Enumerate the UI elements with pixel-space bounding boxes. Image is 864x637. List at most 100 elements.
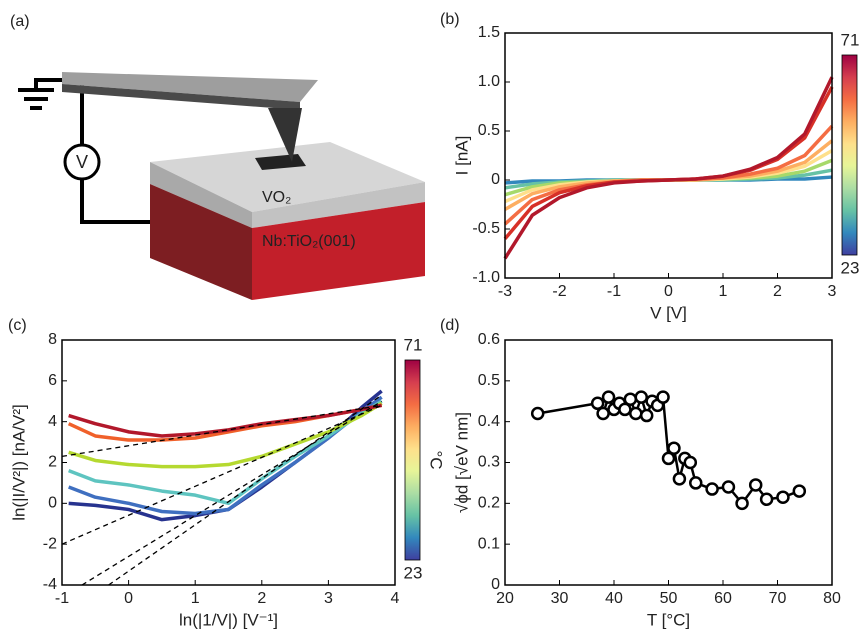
- film-front: [252, 182, 425, 228]
- ground-symbol: [18, 88, 54, 110]
- x-tick-label: -2: [552, 283, 566, 300]
- y-tick-label: -4: [43, 576, 57, 593]
- film-top: [150, 142, 425, 212]
- panel-label: (d): [440, 317, 460, 334]
- marker: [705, 482, 719, 496]
- x-tick-label: 70: [769, 590, 787, 607]
- marker: [661, 451, 676, 466]
- marker: [618, 402, 632, 417]
- marker: [629, 406, 643, 421]
- marker: [590, 396, 605, 411]
- plot-frame: [504, 339, 833, 586]
- y-tick-label: -2: [43, 535, 57, 552]
- ground-wire: [34, 78, 62, 90]
- y-tick-label: 0: [48, 495, 57, 512]
- panel-label: (a): [10, 13, 30, 30]
- x-tick-label: 4: [391, 590, 400, 607]
- marker: [735, 496, 749, 511]
- panel-a-diagram: (a) V VO₂ Nb:TiO₂(001): [10, 13, 425, 300]
- data-line: [503, 86, 834, 240]
- x-tick-label: 2: [773, 283, 782, 300]
- substrate-front: [252, 202, 425, 300]
- marker: [639, 408, 654, 423]
- panel-label: (c): [8, 317, 27, 334]
- x-tick-label: 20: [496, 590, 514, 607]
- x-tick-label: 2: [257, 590, 266, 607]
- plot-frame: [504, 32, 833, 279]
- data-line: [503, 76, 834, 260]
- x-tick-label: 3: [828, 283, 837, 300]
- x-tick-label: 30: [551, 590, 569, 607]
- cantilever: [62, 72, 318, 102]
- y-axis-label: I [nA]: [452, 136, 471, 176]
- colorbar-tick-label: 71: [841, 30, 860, 49]
- substrate-side: [150, 184, 252, 300]
- y-tick-label: 4: [48, 413, 57, 430]
- marker: [689, 476, 703, 490]
- colorbar: [841, 54, 858, 256]
- y-tick-label: 0.2: [478, 495, 500, 512]
- film-side: [150, 162, 252, 228]
- y-axis-label: ln(|I/V²|) [nA/V²]: [9, 404, 28, 521]
- marker: [656, 390, 670, 404]
- x-tick-label: -1: [55, 590, 69, 607]
- colorbar-tick-label: 23: [404, 563, 423, 582]
- fit-line: [81, 400, 383, 586]
- meter-label: V: [76, 152, 88, 172]
- y-tick-label: 2: [48, 454, 57, 471]
- colorbar-tick-label: 71: [404, 335, 423, 354]
- y-tick-label: 0: [491, 576, 500, 593]
- y-tick-label: 1.5: [478, 24, 500, 41]
- marker: [672, 472, 687, 486]
- x-tick-label: 0: [664, 283, 673, 300]
- x-tick-label: 3: [324, 590, 333, 607]
- contact-spot: [255, 154, 306, 170]
- panel-label: (b): [440, 11, 460, 28]
- x-tick-label: 1: [719, 283, 728, 300]
- wire: [80, 179, 178, 224]
- marker: [776, 490, 790, 504]
- x-tick-label: 80: [823, 590, 841, 607]
- y-axis-label: √ϕd [√eV nm]: [452, 412, 471, 513]
- x-axis-label: T [°C]: [647, 610, 690, 629]
- cantilever-edge: [62, 84, 300, 110]
- film-label: VO₂: [262, 189, 291, 206]
- y-tick-label: 0: [491, 171, 500, 188]
- colorbar: [404, 359, 421, 561]
- voltmeter: [63, 143, 101, 181]
- y-tick-label: 0.5: [478, 372, 500, 389]
- x-tick-label: 50: [660, 590, 678, 607]
- marker: [596, 406, 610, 421]
- x-tick-label: 60: [714, 590, 732, 607]
- colorbar-label: °C: [427, 450, 446, 469]
- marker: [759, 492, 774, 506]
- data-line: [68, 403, 383, 438]
- fit-line: [61, 404, 382, 545]
- marker: [634, 390, 648, 404]
- tip: [268, 108, 302, 162]
- x-tick-label: 1: [191, 590, 200, 607]
- substrate-label: Nb:TiO₂(001): [262, 233, 356, 250]
- x-tick-label: -1: [607, 283, 621, 300]
- marker: [683, 455, 698, 470]
- marker: [721, 480, 736, 494]
- marker: [530, 406, 545, 421]
- x-tick-label: -3: [498, 283, 512, 300]
- y-tick-label: 0.5: [478, 122, 500, 139]
- fit-line: [108, 394, 383, 586]
- y-tick-label: 0.4: [478, 413, 500, 430]
- y-tick-label: 1.0: [478, 73, 500, 90]
- marker: [792, 484, 807, 498]
- data-line: [68, 399, 383, 506]
- y-tick-label: -1.0: [472, 269, 500, 286]
- marker: [623, 392, 638, 406]
- marker: [601, 390, 616, 404]
- x-tick-label: 40: [605, 590, 623, 607]
- y-tick-label: 0.6: [478, 331, 500, 348]
- x-axis-label: ln(|1/V|) [V⁻¹]: [179, 610, 278, 629]
- data-line: [68, 401, 383, 469]
- y-tick-label: 0.1: [478, 535, 500, 552]
- x-tick-label: 0: [124, 590, 133, 607]
- plot-frame: [61, 339, 396, 586]
